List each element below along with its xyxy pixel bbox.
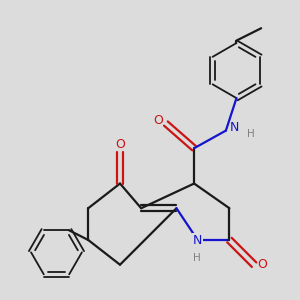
Text: N: N: [193, 233, 202, 247]
Text: O: O: [115, 137, 125, 151]
Text: H: H: [193, 254, 201, 263]
Text: O: O: [257, 258, 267, 271]
Text: H: H: [248, 129, 255, 139]
Text: N: N: [230, 121, 239, 134]
Text: O: O: [153, 113, 163, 127]
